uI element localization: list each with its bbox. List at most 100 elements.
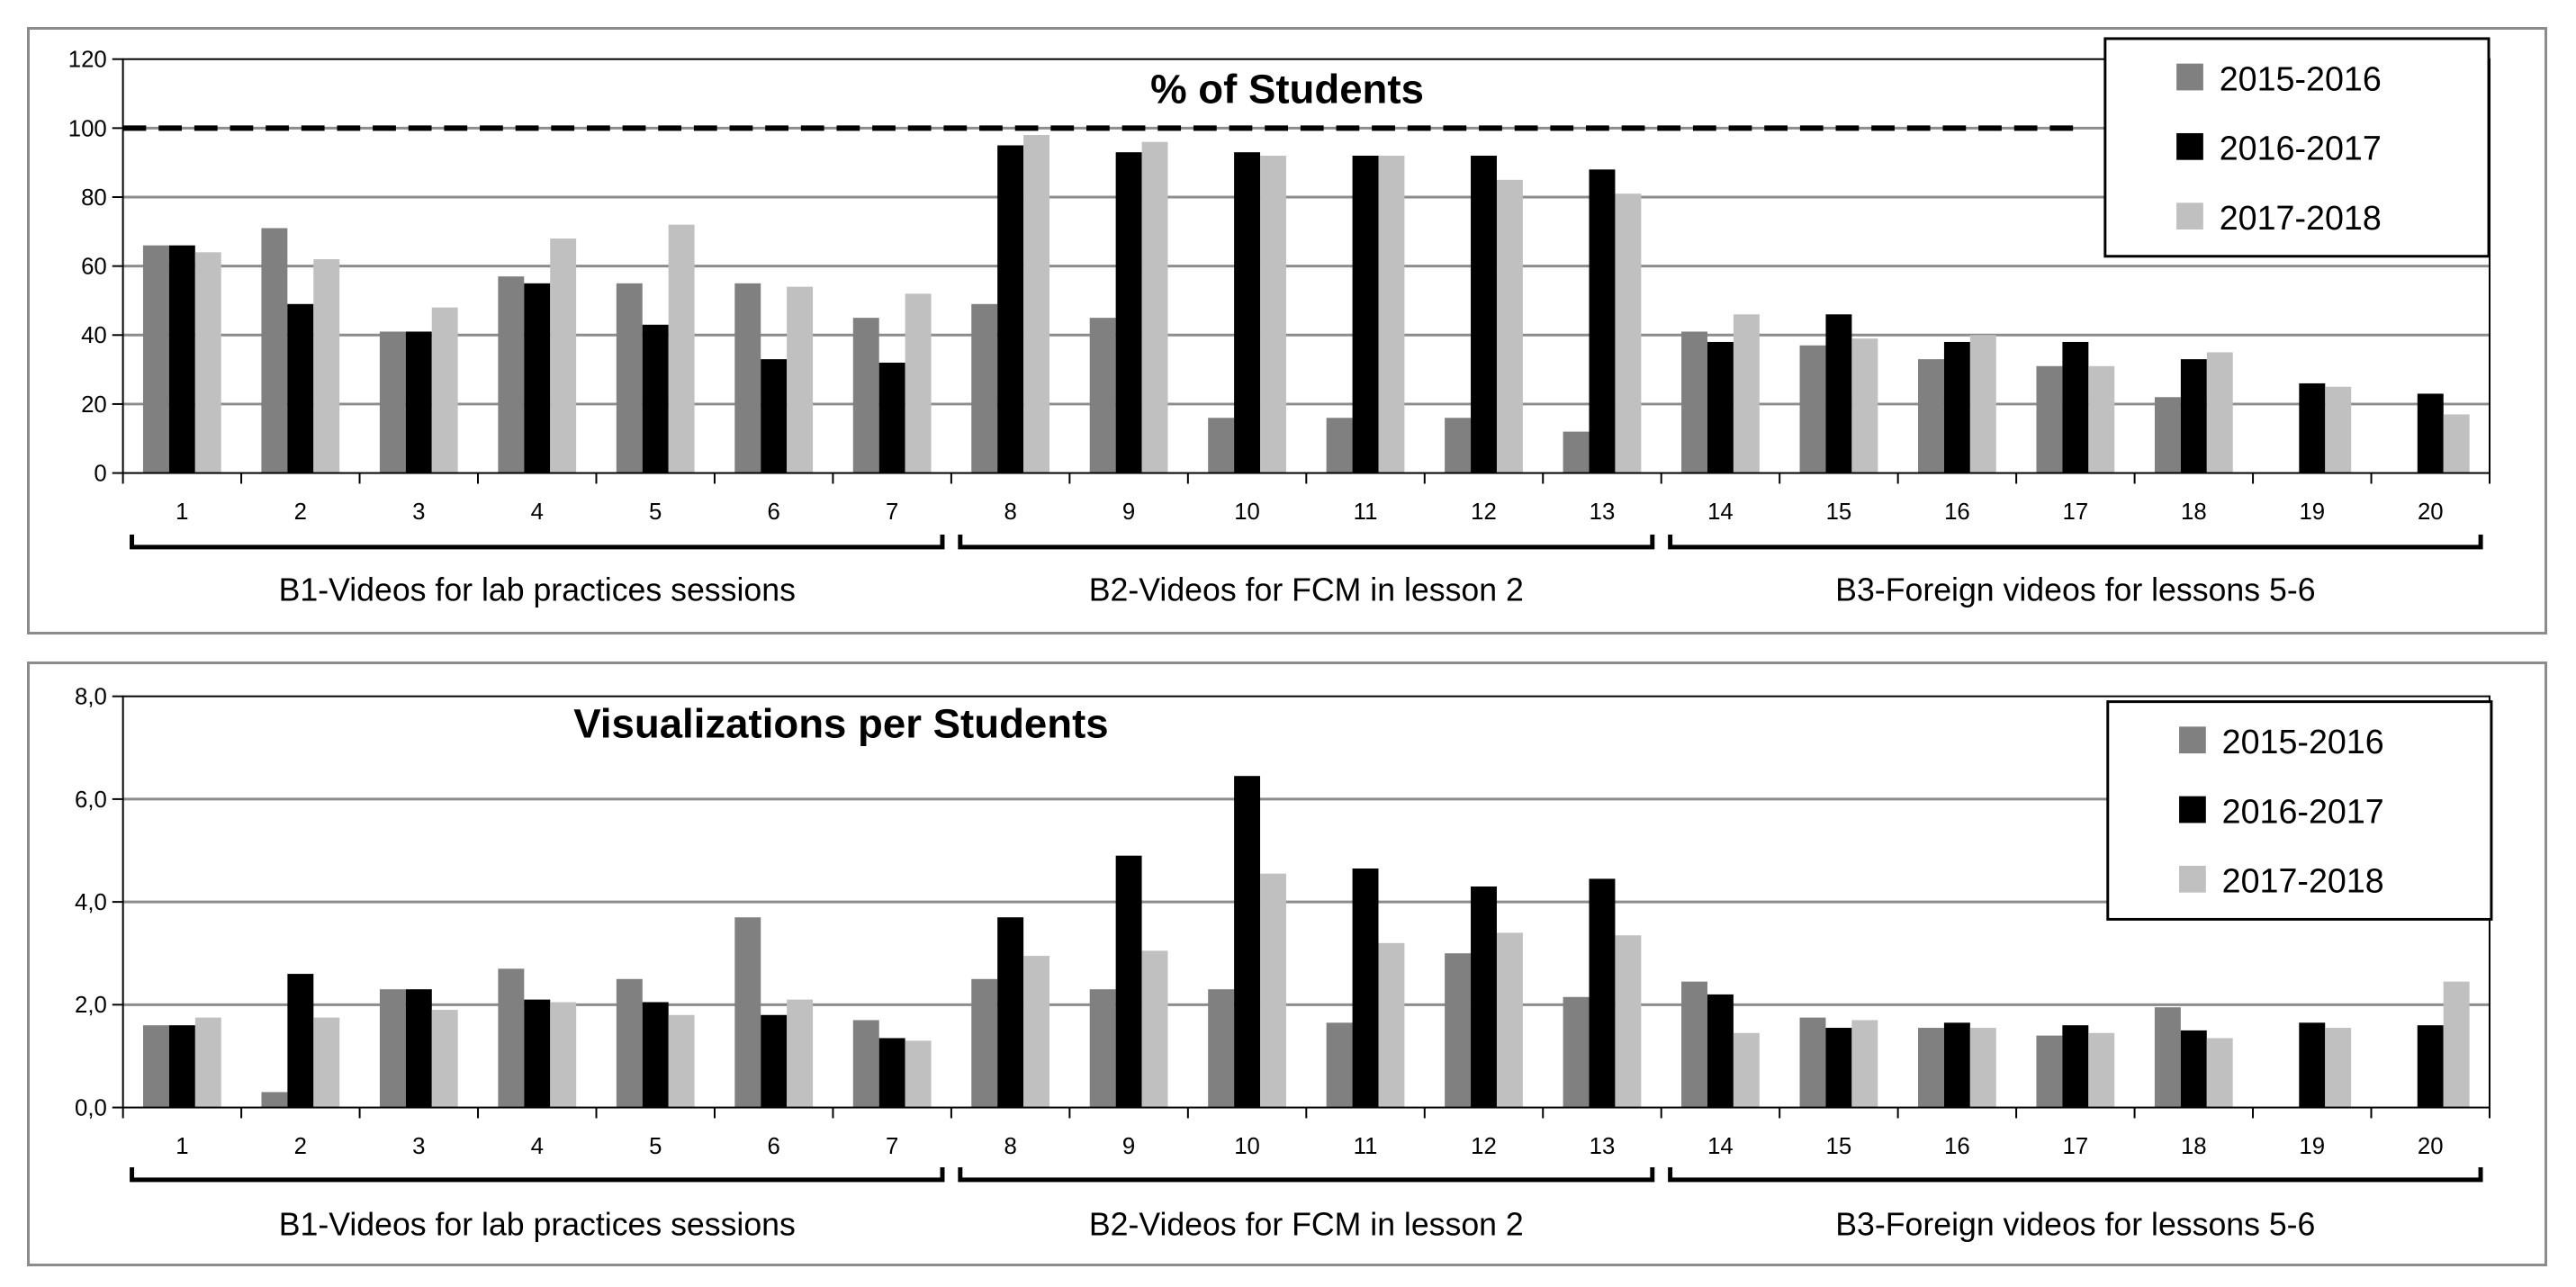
- x-tick-label: 10: [1234, 1134, 1260, 1159]
- chart-title: Visualizations per Students: [573, 700, 1108, 746]
- group-label: B1-Videos for lab practices sessions: [279, 572, 796, 608]
- x-tick-label: 4: [531, 500, 544, 525]
- bar-2015-2016-cat-2: [261, 1092, 288, 1108]
- legend-label: 2015-2016: [2220, 59, 2382, 97]
- bar-2015-2016-cat-16: [1918, 359, 1944, 473]
- bar-2017-2018-cat-11: [1378, 156, 1405, 473]
- bar-2017-2018-cat-8: [1023, 956, 1050, 1108]
- bar-2016-2017-cat-11: [1352, 868, 1379, 1108]
- bar-2017-2018-cat-15: [1851, 338, 1878, 473]
- bar-2015-2016-cat-11: [1326, 418, 1353, 473]
- bar-2015-2016-cat-17: [2036, 365, 2063, 473]
- bar-2016-2017-cat-17: [2062, 341, 2089, 473]
- bar-2017-2018-cat-2: [313, 1017, 340, 1108]
- bar-2016-2017-cat-4: [524, 999, 551, 1108]
- bar-2016-2017-cat-11: [1352, 156, 1379, 473]
- y-tick-label: 100: [68, 116, 107, 141]
- bar-2015-2016-cat-10: [1208, 418, 1235, 473]
- x-tick-label: 7: [886, 500, 898, 525]
- bar-2015-2016-cat-16: [1917, 1028, 1944, 1108]
- group-label: B1-Videos for lab practices sessions: [279, 1206, 796, 1242]
- group-bracket: [130, 1166, 945, 1183]
- y-tick-label: 0: [94, 462, 106, 487]
- bar-2016-2017-cat-4: [524, 283, 551, 473]
- bar-2015-2016-cat-15: [1799, 1017, 1826, 1108]
- bar-2015-2016-cat-4: [498, 276, 525, 473]
- legend-label: 2017-2018: [2220, 199, 2382, 237]
- group-bracket: [130, 534, 945, 550]
- y-tick-label: 20: [81, 392, 107, 418]
- x-tick-label: 16: [1944, 1134, 1970, 1159]
- bar-2015-2016-cat-7: [852, 318, 879, 473]
- x-tick-label: 19: [2299, 1134, 2325, 1159]
- bar-2017-2018-cat-14: [1733, 1032, 1760, 1108]
- bar-2016-2017-cat-20: [2417, 393, 2444, 473]
- bar-2017-2018-cat-7: [905, 1040, 932, 1108]
- x-tick-label: 17: [2063, 500, 2089, 525]
- bar-2017-2018-cat-4: [550, 1002, 577, 1108]
- bar-2015-2016-cat-14: [1681, 981, 1707, 1108]
- bar-2016-2017-cat-2: [287, 974, 314, 1108]
- bar-2017-2018-cat-12: [1496, 932, 1523, 1108]
- legend-swatch-2016-2017: [2179, 796, 2206, 824]
- bar-2017-2018-cat-8: [1023, 135, 1050, 473]
- bar-2016-2017-cat-18: [2180, 1030, 2207, 1108]
- bar-2015-2016-cat-8: [971, 303, 998, 473]
- bar-2015-2016-cat-11: [1326, 1022, 1353, 1108]
- bar-2016-2017-cat-1: [168, 1025, 195, 1108]
- x-tick-label: 15: [1826, 500, 1852, 525]
- legend-label: 2016-2017: [2222, 792, 2384, 830]
- bar-2017-2018-cat-3: [431, 307, 458, 473]
- y-tick-label: 40: [81, 323, 107, 348]
- bar-2017-2018-cat-9: [1141, 141, 1168, 473]
- group-label: B2-Videos for FCM in lesson 2: [1089, 572, 1524, 608]
- bar-2017-2018-cat-14: [1733, 314, 1760, 473]
- x-tick-label: 17: [2063, 1134, 2089, 1159]
- group-bracket: [958, 1166, 1655, 1183]
- x-tick-label: 1: [176, 500, 188, 525]
- bar-2016-2017-cat-20: [2417, 1025, 2444, 1108]
- group-label: B3-Foreign videos for lessons 5-6: [1835, 572, 2315, 608]
- legend-swatch-2017-2018: [2176, 202, 2203, 230]
- bar-2017-2018-cat-4: [550, 238, 577, 473]
- x-tick-label: 11: [1354, 1134, 1378, 1159]
- bar-2015-2016-cat-6: [734, 283, 761, 473]
- bar-2017-2018-cat-1: [194, 252, 221, 473]
- x-tick-label: 3: [412, 500, 425, 525]
- legend-box: [2103, 37, 2490, 258]
- bar-2015-2016-cat-12: [1445, 953, 1472, 1108]
- bar-2016-2017-cat-10: [1234, 152, 1261, 473]
- x-tick-label: 7: [886, 1134, 898, 1159]
- bar-2017-2018-cat-20: [2443, 981, 2470, 1108]
- x-tick-label: 13: [1590, 500, 1616, 525]
- x-tick-label: 13: [1590, 1134, 1616, 1159]
- bar-2015-2016-cat-6: [734, 917, 761, 1108]
- y-tick-label: 60: [81, 255, 107, 280]
- y-tick-label: 4,0: [75, 890, 107, 915]
- bar-2016-2017-cat-8: [997, 145, 1024, 473]
- x-tick-label: 15: [1826, 1134, 1852, 1159]
- x-tick-label: 9: [1122, 1134, 1135, 1159]
- bar-2015-2016-cat-15: [1799, 345, 1826, 473]
- legend-swatch-2015-2016: [2179, 726, 2206, 754]
- bar-2017-2018-cat-13: [1615, 935, 1642, 1108]
- bar-2015-2016-cat-1: [142, 245, 169, 473]
- bar-2016-2017-cat-13: [1589, 878, 1616, 1108]
- bar-2017-2018-cat-6: [787, 286, 814, 473]
- bar-2015-2016-cat-13: [1563, 996, 1590, 1108]
- bar-2016-2017-cat-12: [1471, 156, 1497, 473]
- y-tick-label: 6,0: [75, 788, 107, 813]
- bar-2016-2017-cat-6: [761, 359, 788, 473]
- y-tick-label: 120: [68, 48, 107, 73]
- bar-2016-2017-cat-9: [1115, 152, 1142, 473]
- bar-2016-2017-cat-6: [761, 1014, 788, 1108]
- chart-panel-students-percent: 0 20 40 60 80 100 120 1 2 3 4 5 6 7 8 9 10 11 12 13 14 15 16 17…: [27, 27, 2547, 634]
- legend-swatch-2017-2018: [2179, 865, 2206, 893]
- bar-2017-2018-cat-5: [668, 224, 695, 473]
- x-tick-label: 9: [1122, 500, 1135, 525]
- bar-2017-2018-cat-13: [1615, 194, 1642, 473]
- bar-2017-2018-cat-19: [2325, 1028, 2352, 1108]
- x-tick-label: 2: [294, 500, 307, 525]
- bar-2016-2017-cat-19: [2299, 1022, 2326, 1108]
